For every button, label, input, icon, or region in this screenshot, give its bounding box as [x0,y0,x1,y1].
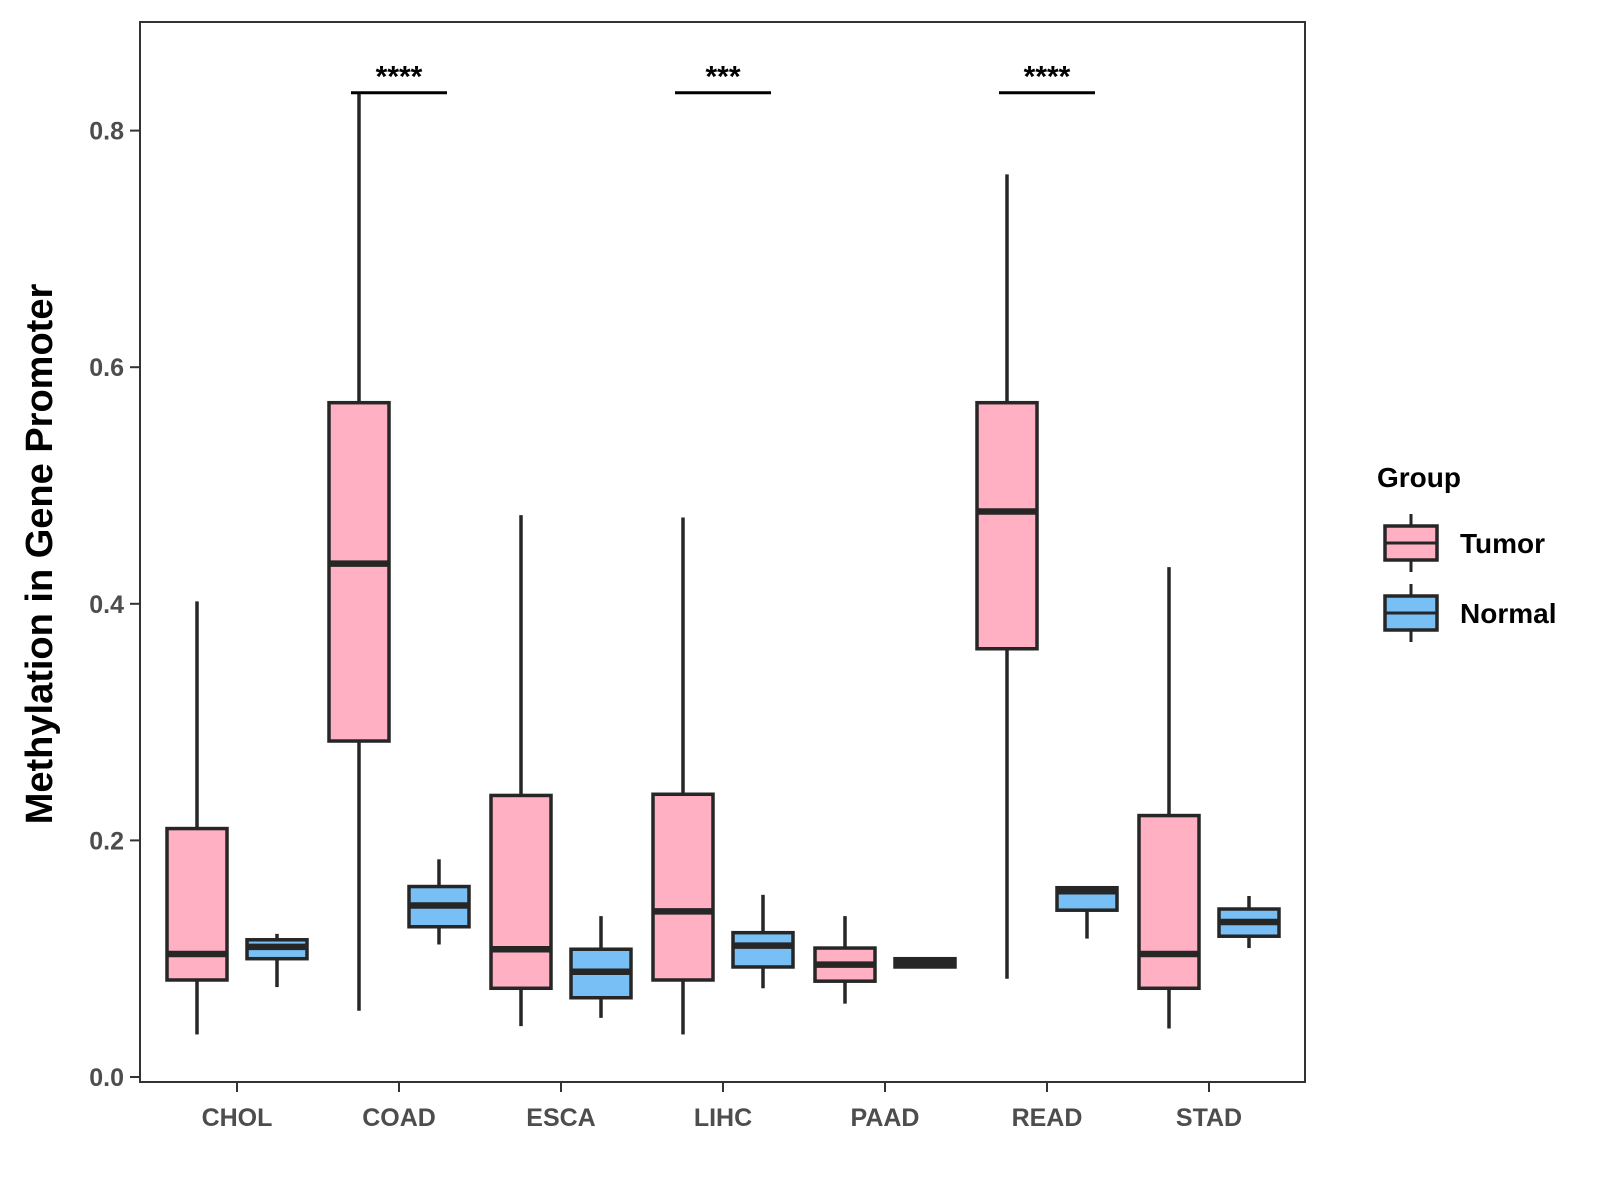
box-normal-lihc [731,894,795,989]
box-normal-stad [1217,896,1281,949]
box-normal-read [1055,885,1119,939]
plot-panel-border [139,21,1306,1083]
significance-label: **** [1024,61,1071,94]
box-iqr [165,826,229,982]
legend-item-tumor: Tumor [1383,514,1545,572]
legend-title: Group [1377,462,1461,493]
y-tick-label: 0.8 [89,118,124,146]
x-tick-label: ESCA [526,1104,595,1132]
x-tick-label: CHOL [202,1104,273,1132]
x-tick-label: READ [1012,1104,1083,1132]
y-tick-label: 0.4 [89,591,124,619]
significance-label: **** [376,61,423,94]
y-tick-label: 0.6 [89,354,124,382]
x-tick-label: LIHC [694,1104,752,1132]
x-tick-label: COAD [362,1104,436,1132]
y-tick-label: 0.2 [89,827,124,855]
y-axis: 0.0 0.2 0.4 0.6 0.8 [89,118,140,1092]
significance-label: *** [705,61,740,94]
x-tick-label: STAD [1176,1104,1242,1132]
box-tumor-chol [165,601,229,1035]
legend-label: Tumor [1460,528,1545,559]
box-normal-coad [407,859,471,945]
y-axis-title: Methylation in Gene Promoter [19,284,61,825]
x-axis: CHOL COAD ESCA LIHC PAAD READ STAD [202,1082,1242,1132]
box-iqr [327,400,391,743]
box-tumor-read [975,174,1039,979]
box-tumor-lihc [651,517,715,1035]
box-tumor-paad [813,916,877,1004]
legend: Group Tumor Normal [1377,462,1556,642]
box-normal-chol [245,933,309,988]
box-iqr [1137,813,1201,991]
box-normal-paad [893,956,957,969]
box-normal-esca [569,916,633,1018]
box-iqr [489,793,553,991]
legend-item-normal: Normal [1383,584,1556,642]
x-tick-label: PAAD [851,1104,920,1132]
box-tumor-stad [1137,567,1201,1029]
box-iqr [731,930,795,969]
box-tumor-esca [489,515,553,1027]
box-iqr [975,400,1039,651]
box-iqr [651,792,715,982]
y-tick-label: 0.0 [89,1064,124,1092]
box-tumor-coad [327,92,391,1011]
plot-marks: **** *** **** [165,61,1281,1035]
legend-label: Normal [1460,598,1556,629]
